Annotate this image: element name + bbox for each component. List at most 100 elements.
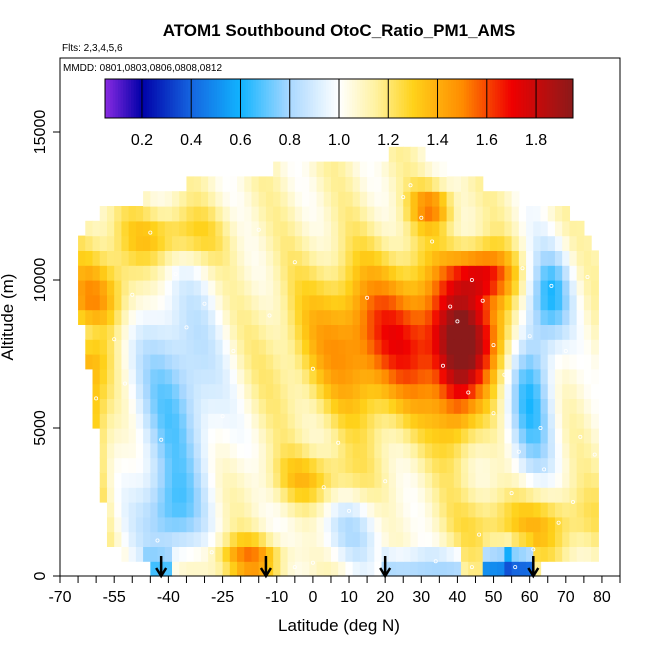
heatmap-cell — [417, 250, 426, 266]
heatmap-cell — [92, 265, 101, 281]
heatmap-cell — [114, 309, 123, 325]
heatmap-cell — [121, 206, 130, 222]
heatmap-cell — [237, 250, 245, 266]
heatmap-cell — [128, 294, 137, 311]
heatmap-cell — [316, 442, 325, 459]
heatmap-cell — [439, 250, 448, 266]
heatmap-cell — [208, 324, 216, 340]
heatmap-cell — [208, 250, 216, 266]
heatmap-cell — [489, 294, 498, 311]
heatmap-cell — [222, 531, 231, 547]
heatmap-cell — [273, 324, 281, 340]
heatmap-cell — [316, 250, 325, 266]
heatmap-cell — [244, 502, 253, 518]
heatmap-cell — [164, 442, 173, 459]
heatmap-cell — [265, 457, 274, 473]
heatmap-cell — [468, 487, 477, 503]
x-tick-label: -40 — [157, 589, 180, 606]
heatmap-cell — [569, 354, 578, 370]
heatmap-cell — [172, 428, 180, 444]
heatmap-cell — [518, 487, 527, 503]
heatmap-cell — [511, 383, 520, 399]
heatmap-cell — [244, 546, 253, 562]
heatmap-cell — [302, 220, 310, 237]
heatmap-cell — [280, 472, 289, 488]
heatmap-cell — [439, 502, 448, 518]
heatmap-cell — [128, 502, 137, 518]
heatmap-cell — [143, 457, 151, 473]
heatmap-cell — [453, 265, 462, 281]
heatmap-cell — [381, 398, 390, 414]
heatmap-cell — [179, 324, 188, 340]
heatmap-cell — [273, 561, 281, 577]
heatmap-cell — [453, 309, 462, 325]
heatmap-cell — [251, 324, 260, 340]
heatmap-cell — [338, 206, 347, 222]
heatmap-cell — [432, 176, 440, 192]
heatmap-cell — [99, 294, 108, 311]
heatmap-cell — [359, 324, 368, 340]
heatmap-cell — [547, 220, 556, 237]
heatmap-cell — [208, 309, 216, 325]
heatmap-cell — [316, 472, 325, 488]
heatmap-cell — [338, 413, 347, 429]
heatmap-cell — [526, 339, 534, 355]
heatmap-cell — [504, 472, 513, 488]
heatmap-cell — [215, 324, 224, 340]
heatmap-cell — [388, 531, 397, 547]
heatmap-cell — [432, 457, 440, 473]
colorbar-segment — [209, 79, 213, 118]
heatmap-cell — [309, 398, 318, 414]
heatmap-cell — [367, 368, 375, 385]
heatmap-cell — [410, 176, 419, 192]
heatmap-cell — [157, 442, 166, 459]
heatmap-cell — [237, 191, 245, 207]
heatmap-cell — [114, 531, 123, 547]
heatmap-cell — [135, 457, 144, 473]
sample-point — [401, 195, 406, 200]
heatmap-cell — [554, 487, 563, 503]
heatmap-cell — [533, 250, 542, 266]
heatmap-cell — [316, 280, 325, 296]
heatmap-cell — [547, 324, 556, 340]
heatmap-cell — [244, 265, 253, 281]
heatmap-cell — [489, 398, 498, 414]
heatmap-cell — [265, 472, 274, 488]
heatmap-cell — [121, 309, 130, 325]
heatmap-cell — [432, 280, 440, 296]
heatmap-cell — [482, 354, 491, 370]
heatmap-cell — [287, 457, 296, 473]
heatmap-cell — [576, 339, 585, 355]
heatmap-cell — [251, 561, 260, 577]
heatmap-cell — [323, 442, 332, 459]
heatmap-cell — [432, 250, 440, 266]
heatmap-cell — [330, 413, 339, 429]
heatmap-cell — [374, 442, 383, 459]
heatmap-cell — [186, 235, 195, 251]
colorbar-segment — [284, 79, 288, 118]
heatmap-cell — [417, 265, 426, 281]
heatmap-cell — [547, 531, 556, 547]
heatmap-cell — [157, 531, 166, 547]
heatmap-cell — [381, 368, 390, 385]
heatmap-cell — [215, 546, 224, 562]
heatmap-cell — [244, 561, 253, 577]
heatmap-cell — [410, 368, 419, 385]
heatmap-cell — [540, 324, 549, 340]
heatmap-cell — [540, 220, 549, 237]
heatmap-cell — [208, 191, 216, 207]
heatmap-cell — [417, 428, 426, 444]
colorbar-segment — [391, 79, 395, 118]
heatmap-cell — [85, 354, 94, 370]
colorbar-segment — [112, 79, 116, 118]
heatmap-cell — [424, 265, 433, 281]
heatmap-cell — [294, 176, 303, 192]
sample-point — [419, 215, 424, 220]
heatmap-cell — [345, 324, 354, 340]
heatmap-cell — [99, 368, 108, 385]
colorbar-tick-label: 0.4 — [180, 132, 202, 149]
colorbar-segment — [544, 79, 548, 118]
heatmap-cell — [562, 354, 571, 370]
heatmap-cell — [576, 368, 585, 385]
heatmap-cell — [403, 220, 412, 237]
